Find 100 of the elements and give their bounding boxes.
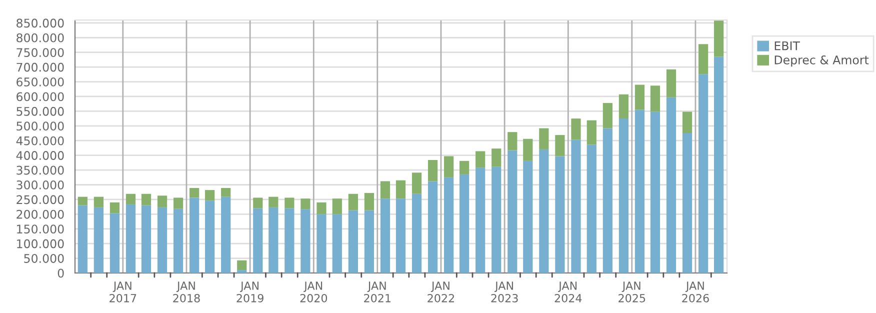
bar [618,94,629,119]
bar [94,207,104,273]
bar [539,149,549,273]
bar [190,188,200,198]
bar [300,209,310,273]
bar [444,177,454,273]
bar [602,102,612,128]
bar [650,86,660,112]
bar [332,214,342,273]
bar [157,207,168,273]
y-tick-label: 750.000 [16,48,64,58]
bar [714,56,724,273]
bar [141,194,152,206]
bar [460,160,470,174]
bar [205,190,215,201]
y-tick-label: 850.000 [16,18,64,28]
y-tick-label: 250.000 [16,195,64,204]
y-tick-label: 650.000 [16,78,64,86]
bar [650,112,660,273]
bar [618,118,629,273]
bar [412,172,422,194]
bar [237,260,247,270]
bar [508,150,518,273]
bar [268,196,278,208]
bar [78,205,88,273]
bar [157,196,168,208]
bar [571,118,581,140]
bar [284,208,294,273]
bar [110,213,120,273]
x-tick-label: JAN 2026 [682,282,709,302]
bar [332,198,342,214]
bar [190,198,200,273]
bar [698,44,708,74]
bar [380,181,390,199]
bar [253,208,263,273]
y-tick-label: 350.000 [16,166,64,175]
bar [571,140,581,273]
bar [666,69,676,98]
bar [205,200,215,273]
bar [682,112,692,133]
bar [237,270,247,273]
y-tick-label: 150.000 [17,224,64,234]
x-tick-label: JAN 2020 [300,282,328,302]
bar [428,181,438,273]
bar [666,97,676,273]
bar [268,207,278,273]
bar [141,205,152,273]
x-tick-label: JAN 2022 [428,282,454,302]
y-tick-label: 200.000 [16,210,64,219]
bar [412,194,422,273]
bar [253,198,263,208]
bar [221,196,231,273]
bar [284,198,294,208]
bar [364,192,374,210]
y-tick-label: 300.000 [16,180,64,190]
bar [78,196,88,206]
bar [698,74,708,273]
bar [523,160,533,273]
bar [714,20,724,57]
bar [586,120,596,145]
bar [300,198,310,210]
y-tick-label: 500.000 [16,122,64,131]
bar [523,138,533,161]
bar [396,180,406,199]
x-tick-label: JAN 2021 [364,282,391,302]
x-tick-label: JAN 2019 [236,282,264,302]
bar [539,128,549,150]
x-tick-label: JAN 2024 [554,282,582,302]
bar [555,135,565,156]
bar [94,196,104,208]
y-tick-label: 0 [58,268,64,278]
bar [508,132,518,150]
y-tick-label: 100.000 [17,239,64,248]
y-tick-label: 450.000 [16,136,64,146]
bar [126,194,136,204]
bar [348,210,358,273]
y-tick-label: 50.000 [24,254,64,263]
y-tick-label: 600.000 [16,92,64,102]
y-tick-label: 550.000 [16,106,64,116]
bar [634,110,645,273]
bar [634,84,645,110]
legend-label: EBIT [774,41,800,50]
x-tick-label: JAN 2017 [110,282,136,302]
bar [555,156,565,273]
bar [364,210,374,273]
bar [460,174,470,273]
bar [173,198,184,209]
bar [586,144,596,273]
bar [221,188,231,197]
x-tick-label: JAN 2018 [173,282,200,302]
legend-label: Deprec & Amort [774,55,869,67]
y-tick-label: 800.000 [16,33,64,42]
bar [476,168,486,273]
bar [396,198,406,273]
bar [602,128,612,273]
bar [348,194,358,210]
y-tick-label: 700.000 [16,62,64,72]
bar [380,198,390,273]
y-tick-label: 400.000 [16,151,64,160]
bar [173,208,184,273]
